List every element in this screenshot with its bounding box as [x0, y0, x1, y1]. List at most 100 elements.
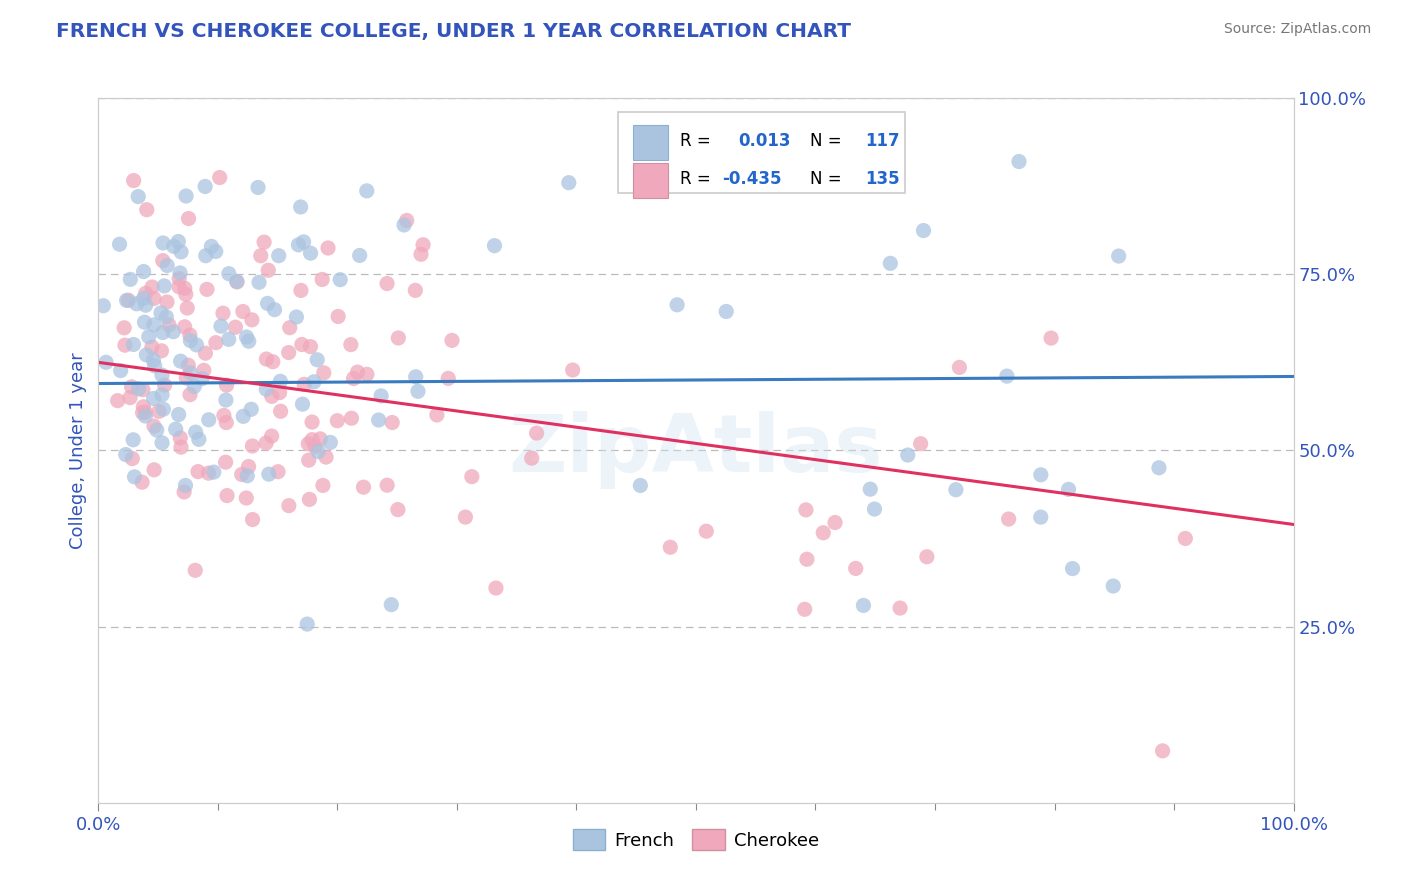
Point	[173, 319, 195, 334]
Point	[135, 202, 157, 217]
Point	[484, 238, 506, 252]
Point	[381, 416, 404, 430]
Point	[316, 241, 339, 255]
Point	[1029, 510, 1052, 524]
Point	[142, 318, 165, 332]
Point	[485, 581, 508, 595]
Point	[910, 436, 932, 450]
Point	[214, 455, 236, 469]
Point	[142, 419, 165, 434]
Point	[461, 469, 484, 483]
Point	[1147, 460, 1170, 475]
Point	[205, 335, 228, 350]
Point	[291, 337, 314, 351]
Point	[155, 310, 177, 324]
Point	[240, 402, 263, 417]
Point	[177, 358, 200, 372]
Point	[319, 435, 342, 450]
Point	[409, 247, 432, 261]
Point	[169, 431, 191, 445]
Point	[813, 525, 835, 540]
Point	[426, 408, 449, 422]
Point	[291, 397, 314, 411]
Point	[395, 213, 418, 227]
Point	[218, 332, 240, 346]
Point	[824, 516, 846, 530]
Point	[120, 391, 142, 405]
Point	[628, 478, 651, 492]
Point	[1057, 483, 1080, 497]
Point	[148, 404, 170, 418]
Point	[121, 451, 143, 466]
Point	[110, 363, 132, 377]
Point	[150, 388, 173, 402]
Point	[285, 310, 308, 324]
Point	[247, 275, 270, 289]
Point	[153, 279, 176, 293]
Point	[215, 392, 238, 407]
Point	[138, 330, 160, 344]
Point	[301, 415, 323, 429]
Point	[312, 366, 335, 380]
Point	[558, 176, 581, 190]
Point	[254, 352, 277, 367]
Point	[254, 382, 277, 396]
Point	[1174, 532, 1197, 546]
Point	[150, 435, 173, 450]
Text: ZipAtlas: ZipAtlas	[509, 411, 883, 490]
Point	[157, 318, 180, 332]
Point	[997, 512, 1019, 526]
Point	[197, 466, 219, 480]
Point	[163, 239, 186, 253]
Point	[114, 338, 136, 352]
Point	[194, 249, 217, 263]
Point	[91, 299, 114, 313]
Point	[257, 263, 280, 277]
Point	[174, 287, 197, 301]
Point	[142, 392, 165, 406]
Point	[889, 601, 911, 615]
Point	[200, 239, 222, 253]
Point	[184, 425, 207, 439]
Point	[242, 439, 264, 453]
Point	[367, 413, 389, 427]
Point	[356, 368, 378, 382]
Point	[145, 423, 167, 437]
Point	[278, 320, 301, 334]
Point	[165, 422, 187, 436]
Point	[186, 338, 208, 352]
Point	[224, 320, 246, 334]
Point	[174, 371, 197, 385]
Point	[162, 325, 184, 339]
Point	[561, 363, 583, 377]
Point	[406, 384, 429, 399]
Point	[793, 602, 815, 616]
Point	[191, 371, 214, 385]
Point	[215, 489, 238, 503]
Point	[132, 291, 155, 305]
FancyBboxPatch shape	[633, 125, 668, 161]
Point	[232, 409, 254, 424]
Point	[454, 510, 477, 524]
Point	[863, 502, 886, 516]
Point	[329, 273, 352, 287]
Point	[114, 448, 136, 462]
Legend: French, Cherokee: French, Cherokee	[565, 822, 827, 857]
Point	[311, 272, 333, 286]
Text: N =: N =	[810, 132, 846, 150]
Text: 117: 117	[866, 132, 900, 150]
Point	[1008, 154, 1031, 169]
Point	[387, 502, 409, 516]
Point	[215, 378, 238, 392]
Point	[212, 409, 235, 423]
Point	[242, 512, 264, 526]
Point	[897, 448, 920, 462]
Point	[299, 246, 322, 260]
Point	[204, 244, 226, 259]
Point	[695, 524, 717, 539]
Point	[659, 541, 682, 555]
Point	[794, 503, 817, 517]
Point	[238, 334, 260, 349]
Point	[326, 414, 349, 428]
Point	[115, 293, 138, 308]
